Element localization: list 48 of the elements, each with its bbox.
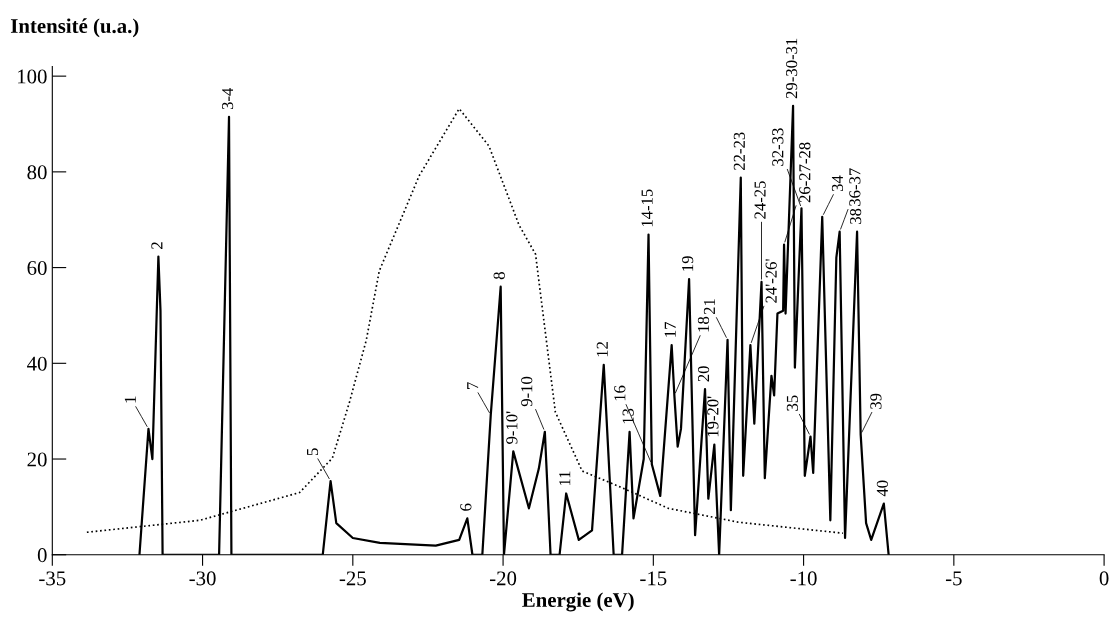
y-axis-title: Intensité (u.a.) [10, 18, 139, 38]
annotation: 32-33 [772, 128, 784, 166]
annotation: 8 [493, 272, 505, 280]
y-tick-label: 40 [27, 356, 47, 371]
annotation: 1 [124, 396, 136, 403]
annotation: 19-20' [707, 396, 719, 437]
y-tick-label: 100 [18, 69, 47, 84]
annotation: 26-27-28 [799, 142, 811, 203]
annotation: 2 [151, 242, 163, 249]
x-tick-label: -35 [39, 571, 66, 586]
annotation: 40 [876, 480, 888, 497]
y-tick-label: 0 [37, 548, 47, 563]
annotation: 35 [786, 395, 798, 411]
x-tick-label: -25 [339, 571, 366, 586]
annotation: 13 [622, 408, 634, 424]
annotation: 14-15 [641, 189, 653, 227]
annotation: 12 [596, 342, 608, 357]
annotation: 29-30-31 [785, 38, 798, 99]
x-tick-label: -15 [640, 571, 667, 586]
annotation: 39 [870, 393, 882, 409]
x-tick-label: 0 [1099, 571, 1109, 586]
x-tick-label: -10 [790, 571, 817, 586]
annotation: 9-10' [506, 411, 518, 444]
y-tick-label: 60 [27, 260, 47, 276]
annotation: 24'-26' [765, 259, 777, 303]
annotation: 21 [703, 299, 715, 315]
annotation: 16 [614, 385, 626, 401]
x-tick-label: -5 [945, 571, 962, 586]
annotation: 20 [697, 366, 710, 382]
annotation: 19 [682, 256, 694, 271]
annotation: 6 [460, 503, 472, 511]
annotation: 24-25 [754, 181, 766, 219]
annotation: 38 [850, 208, 862, 224]
annotation: 22-23 [733, 132, 745, 170]
annotation: 17 [664, 321, 676, 337]
x-tick-label: -20 [489, 571, 517, 586]
x-axis-title: Energie (eV) [522, 592, 634, 612]
annotation: 7 [467, 382, 479, 389]
x-tick-label: -30 [189, 571, 216, 586]
y-tick-label: 20 [27, 452, 47, 467]
annotation: 18 [697, 316, 710, 332]
annotation: 36-37 [849, 168, 861, 206]
annotation: 34 [831, 175, 844, 192]
annotation: 11 [559, 471, 571, 486]
annotation: 3-4 [221, 87, 234, 110]
annotation: 9-10 [521, 376, 533, 407]
annotation: 5 [307, 448, 319, 456]
y-tick-label: 80 [27, 165, 47, 180]
